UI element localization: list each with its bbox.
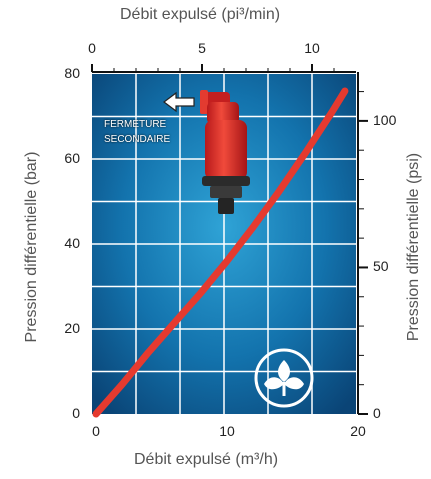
valve-image xyxy=(200,90,250,214)
plant-logo-icon xyxy=(254,348,314,408)
top-x-tick-label: 0 xyxy=(88,40,96,56)
top-x-tick-label: 5 xyxy=(198,40,206,56)
top-x-tick-label: 10 xyxy=(304,40,320,56)
y-right-axis-title: Pression différentielle (psi) xyxy=(405,152,422,342)
series-line xyxy=(92,87,349,418)
y-right-tick-label: 100 xyxy=(373,111,397,128)
tick-marks xyxy=(91,64,368,415)
y-left-axis-title: Pression différentielle (bar) xyxy=(23,151,40,343)
arrow-left-icon xyxy=(163,91,195,113)
annotation-label: FERMETURE SECONDAIRE xyxy=(104,119,171,145)
x-tick-label: 20 xyxy=(350,423,366,439)
y-left-tick-label: 0 xyxy=(72,405,80,421)
y-right-tick-label: 0 xyxy=(373,405,381,421)
x-tick-label: 10 xyxy=(219,423,235,439)
y-left-tick-label: 40 xyxy=(64,235,80,251)
x-tick-label: 0 xyxy=(92,423,100,439)
top-axis-title: Débit expulsé (pi³/min) xyxy=(120,6,281,23)
y-left-tick-label: 20 xyxy=(64,320,80,336)
y-right-tick-label: 50 xyxy=(373,258,389,275)
y-left-tick-label: 80 xyxy=(64,65,80,81)
y-left-tick-label: 60 xyxy=(64,150,80,166)
x-axis-title: Débit expulsé (m³/h) xyxy=(134,451,279,468)
